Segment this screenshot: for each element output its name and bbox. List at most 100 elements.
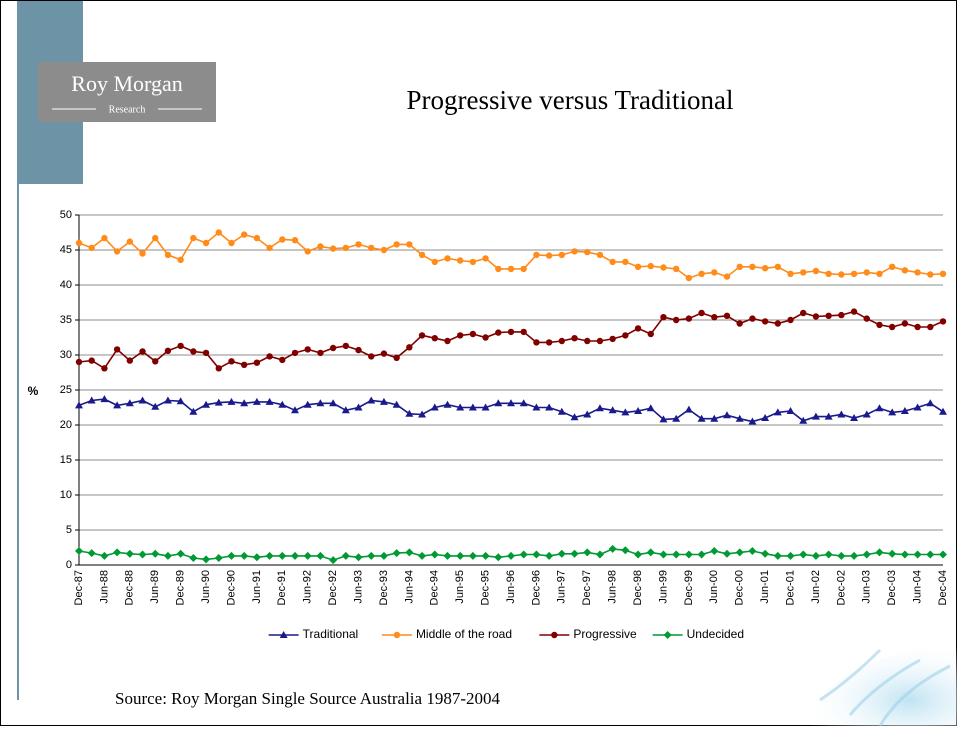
x-tick-label: Dec-89 xyxy=(175,570,187,605)
x-tick-label: Dec-94 xyxy=(429,570,441,605)
data-point xyxy=(317,243,323,249)
data-point xyxy=(393,241,399,247)
x-tick-label: Dec-01 xyxy=(784,570,796,605)
data-point xyxy=(76,359,82,365)
data-point xyxy=(254,235,260,241)
x-tick-label: Jun-97 xyxy=(556,570,568,604)
data-point xyxy=(216,365,222,371)
data-point xyxy=(825,271,831,277)
x-tick-label: Jun-88 xyxy=(98,570,110,604)
x-tick-label: Dec-00 xyxy=(734,570,746,605)
data-point xyxy=(609,259,615,265)
data-point xyxy=(330,345,336,351)
y-tick-label: 20 xyxy=(60,419,72,431)
data-point xyxy=(292,350,298,356)
x-tick-label: Dec-93 xyxy=(378,570,390,605)
data-point xyxy=(482,255,488,261)
data-point xyxy=(533,339,539,345)
slide: Roy Morgan Research Progressive versus T… xyxy=(0,0,957,726)
x-tick-label: Dec-88 xyxy=(124,570,136,605)
data-point xyxy=(876,322,882,328)
data-point xyxy=(711,269,717,275)
x-tick-label: Jun-02 xyxy=(810,570,822,604)
x-tick-label: Dec-97 xyxy=(581,570,593,605)
data-point xyxy=(673,266,679,272)
data-point xyxy=(457,332,463,338)
data-point xyxy=(381,350,387,356)
x-tick-label: Dec-95 xyxy=(479,570,491,605)
data-point xyxy=(737,264,743,270)
data-point xyxy=(470,259,476,265)
data-point xyxy=(254,360,260,366)
data-point xyxy=(482,334,488,340)
data-point xyxy=(533,252,539,258)
data-point xyxy=(470,331,476,337)
data-point xyxy=(813,268,819,274)
data-point xyxy=(266,353,272,359)
data-point xyxy=(584,338,590,344)
data-point xyxy=(914,269,920,275)
chart-title: Progressive versus Traditional xyxy=(407,85,734,115)
x-tick-label: Dec-91 xyxy=(276,570,288,605)
y-tick-label: 45 xyxy=(60,244,72,256)
data-point xyxy=(711,314,717,320)
y-tick-label: 25 xyxy=(60,384,72,396)
data-point xyxy=(660,264,666,270)
data-point xyxy=(571,248,577,254)
data-point xyxy=(355,347,361,353)
data-point xyxy=(851,308,857,314)
y-tick-label: 5 xyxy=(66,524,72,536)
data-point xyxy=(546,339,552,345)
data-point xyxy=(622,259,628,265)
data-point xyxy=(724,273,730,279)
data-point xyxy=(76,240,82,246)
data-point xyxy=(902,267,908,273)
data-point xyxy=(635,325,641,331)
data-point xyxy=(190,235,196,241)
x-tick-label: Jun-00 xyxy=(708,570,720,604)
data-point xyxy=(648,331,654,337)
x-tick-label: Jun-04 xyxy=(911,570,923,604)
data-point xyxy=(559,338,565,344)
data-point xyxy=(559,252,565,258)
data-point xyxy=(813,313,819,319)
legend-label: Undecided xyxy=(687,627,744,641)
data-point xyxy=(914,324,920,330)
legend-marker xyxy=(394,632,400,638)
x-tick-label: Dec-92 xyxy=(327,570,339,605)
data-point xyxy=(139,250,145,256)
data-point xyxy=(381,247,387,253)
x-tick-label: Jun-90 xyxy=(200,570,212,604)
data-point xyxy=(305,346,311,352)
data-point xyxy=(851,271,857,277)
x-tick-label: Jun-89 xyxy=(149,570,161,604)
data-point xyxy=(940,271,946,277)
data-point xyxy=(635,264,641,270)
data-point xyxy=(457,257,463,263)
data-point xyxy=(508,329,514,335)
data-point xyxy=(876,271,882,277)
legend-label: Middle of the road xyxy=(416,627,512,641)
y-tick-label: 30 xyxy=(60,349,72,361)
legend-marker xyxy=(551,632,557,638)
data-point xyxy=(648,263,654,269)
y-axis-label: % xyxy=(28,384,39,398)
data-point xyxy=(940,318,946,324)
logo-tagline: Research xyxy=(109,104,146,115)
data-point xyxy=(762,318,768,324)
data-point xyxy=(292,237,298,243)
data-point xyxy=(889,264,895,270)
data-point xyxy=(228,240,234,246)
data-point xyxy=(139,348,145,354)
data-point xyxy=(749,315,755,321)
data-point xyxy=(165,348,171,354)
x-tick-label: Jun-95 xyxy=(454,570,466,604)
y-tick-label: 15 xyxy=(60,454,72,466)
data-point xyxy=(279,357,285,363)
source-note: Source: Roy Morgan Single Source Austral… xyxy=(115,689,500,708)
y-tick-label: 10 xyxy=(60,489,72,501)
data-point xyxy=(177,343,183,349)
data-point xyxy=(864,315,870,321)
data-point xyxy=(546,252,552,258)
x-tick-label: Dec-90 xyxy=(225,570,237,605)
